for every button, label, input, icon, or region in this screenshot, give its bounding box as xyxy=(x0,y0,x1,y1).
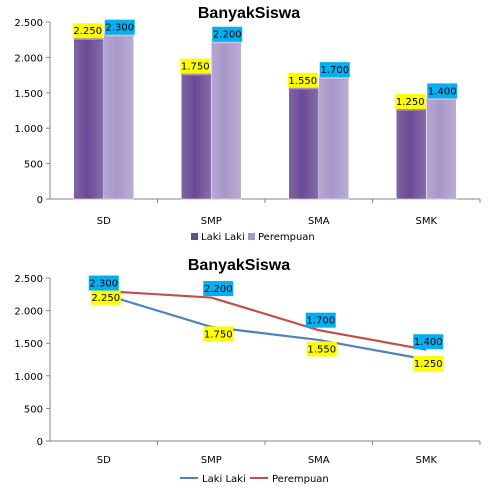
bar-laki-laki xyxy=(181,74,212,200)
chart-title: BanyakSiswa xyxy=(198,5,300,22)
x-tick-label: SMK xyxy=(415,455,437,466)
bar-perempuan xyxy=(318,78,349,200)
legend-swatch xyxy=(191,233,198,240)
bar-top xyxy=(103,34,134,38)
bar-top xyxy=(288,87,319,91)
bar-top xyxy=(318,76,349,80)
y-tick-label: 2.000 xyxy=(14,307,43,318)
x-tick-label: SMA xyxy=(308,455,330,466)
y-tick-label: 1.500 xyxy=(14,89,43,100)
y-tick-label: 2.000 xyxy=(14,53,43,64)
y-tick-label: 2.500 xyxy=(14,274,43,285)
line-chart-svg: BanyakSiswa 0 500 1.000 1.500 2.000 2.500 SD SMP… xyxy=(14,257,481,485)
data-label: 1.550 xyxy=(288,76,317,87)
bar-chart-svg: BanyakSiswa 0 500 1.000 1.500 2.000 2.500 SD 2.2… xyxy=(14,5,481,243)
y-tick-label: 0 xyxy=(37,195,43,206)
data-label: 1.700 xyxy=(306,316,335,327)
data-label-bg xyxy=(180,58,211,74)
legend-label: Laki Laki xyxy=(202,474,246,485)
data-label-bg xyxy=(395,94,426,109)
bar-top xyxy=(181,73,212,77)
data-label: 2.200 xyxy=(204,284,233,295)
data-label: 1.400 xyxy=(414,337,443,348)
data-label: 1.700 xyxy=(320,65,349,76)
data-label-bg xyxy=(90,289,121,305)
data-label: 2.250 xyxy=(91,293,120,304)
y-tick-label: 1.000 xyxy=(14,372,43,383)
data-label-bg xyxy=(212,26,243,42)
legend-swatch xyxy=(248,233,255,240)
data-label-bg xyxy=(306,341,337,357)
y-tick-label: 2.500 xyxy=(14,18,43,29)
line-chart: BanyakSiswa 0 500 1.000 1.500 2.000 2.500 SD SMP… xyxy=(0,245,498,490)
y-tick-label: 0 xyxy=(37,437,43,448)
data-label-bg xyxy=(305,312,336,328)
data-label-bg xyxy=(413,334,444,350)
x-tick-label: SMK xyxy=(415,216,437,227)
data-label-bg xyxy=(104,19,135,35)
data-label: 2.300 xyxy=(89,279,118,290)
series-line-perempuan xyxy=(103,289,427,351)
bar-laki-laki xyxy=(288,89,319,200)
data-label: 2.200 xyxy=(213,30,242,41)
data-label: 1.750 xyxy=(181,62,210,73)
bar-top xyxy=(426,97,457,101)
y-tick-label: 1.500 xyxy=(14,339,43,350)
data-label: 2.300 xyxy=(105,23,134,34)
y-tick-label: 500 xyxy=(24,404,43,415)
data-label: 1.250 xyxy=(414,359,443,370)
bar-laki-laki xyxy=(73,39,104,200)
data-label-bg xyxy=(287,72,318,88)
data-label-bg xyxy=(203,281,234,297)
data-label-bg xyxy=(203,326,234,342)
bar-perempuan xyxy=(211,42,242,200)
x-tick-label: SD xyxy=(97,216,111,227)
y-tick-label: 1.000 xyxy=(14,124,43,135)
data-label: 2.250 xyxy=(73,26,102,37)
data-label-bg xyxy=(88,275,119,291)
data-label: 1.400 xyxy=(428,86,457,97)
bar-top xyxy=(73,37,104,41)
y-tick-label: 500 xyxy=(24,160,43,171)
legend-label: Perempuan xyxy=(258,232,315,243)
bar-laki-laki xyxy=(396,110,427,200)
bar-perempuan xyxy=(103,35,134,200)
x-tick-label: SMP xyxy=(201,455,222,466)
chart-title: BanyakSiswa xyxy=(188,257,290,274)
data-label-bg xyxy=(72,23,103,39)
bar-perempuan xyxy=(426,99,457,200)
bar-top xyxy=(211,41,242,45)
x-tick-label: SMP xyxy=(201,216,222,227)
legend-label: Perempuan xyxy=(272,474,329,485)
data-label: 1.550 xyxy=(307,344,336,355)
x-tick-label: SMA xyxy=(308,216,330,227)
bar-chart: BanyakSiswa 0 500 1.000 1.500 2.000 2.500 SD 2.2… xyxy=(14,5,481,243)
data-label-bg xyxy=(427,83,458,99)
series-line-laki-laki xyxy=(103,293,427,361)
data-label: 1.750 xyxy=(204,329,233,340)
x-tick-label: SD xyxy=(97,455,111,466)
legend-label: Laki Laki xyxy=(201,232,245,243)
data-label: 1.250 xyxy=(396,97,425,108)
data-label-bg xyxy=(413,356,444,371)
data-label-bg xyxy=(319,62,350,78)
bar-top xyxy=(396,108,427,112)
